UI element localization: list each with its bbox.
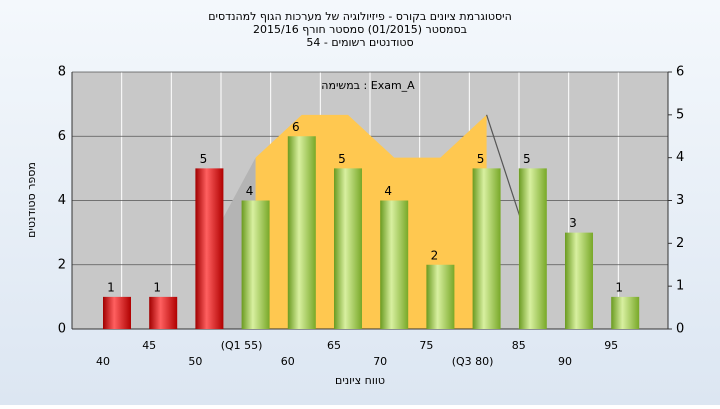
x-tick-label: 50 [188, 355, 202, 368]
x-tick-label: 85 [512, 339, 526, 352]
y2-tick-label: 0 [676, 322, 684, 337]
x-tick-label: (Q1 55) [221, 339, 263, 352]
x-tick-label: 60 [281, 355, 295, 368]
y2-tick-label: 6 [676, 65, 684, 80]
y-tick-label: 4 [58, 193, 66, 208]
y2-tick-label: 2 [676, 236, 684, 251]
value-label: 5 [523, 152, 531, 166]
bar [241, 200, 270, 329]
x-tick-label: (Q3 80) [452, 355, 494, 368]
x-tick-label: 75 [419, 339, 433, 352]
x-tick-label: 45 [142, 339, 156, 352]
chart-subtitle: בסמסטר (01/2015) סמסטר חורף 2015/16 [253, 23, 467, 36]
x-tick-label: 65 [327, 339, 341, 352]
y-tick-label: 6 [58, 129, 66, 144]
y-tick-label: 0 [58, 322, 66, 337]
bar [518, 168, 547, 329]
value-label: 6 [292, 120, 300, 134]
chart-subtitle: 54 - סטודנטים רשומים [306, 36, 413, 49]
bar [380, 200, 409, 329]
bar [565, 232, 593, 329]
value-label: 5 [200, 152, 208, 166]
bar [611, 296, 640, 329]
x-tick-label: 40 [96, 355, 110, 368]
bar [472, 168, 501, 329]
bar [426, 264, 455, 329]
y2-tick-label: 3 [676, 193, 684, 208]
chart-title: היסטוגרמת ציונים בקורס - פיזיולוגיה של מ… [208, 10, 512, 23]
bar [149, 296, 178, 329]
x-tick-label: 90 [558, 355, 572, 368]
bar [195, 168, 224, 329]
value-label: 3 [569, 216, 577, 230]
x-tick-label: 70 [373, 355, 387, 368]
annotation: במשימה : Exam_A [321, 79, 415, 92]
y2-tick-label: 4 [676, 150, 684, 165]
bar [103, 296, 131, 329]
bar [287, 136, 316, 329]
y-tick-label: 8 [58, 65, 66, 80]
x-axis-label: טווח ציונים [335, 374, 385, 387]
y2-tick-label: 5 [676, 107, 684, 122]
value-label: 5 [338, 152, 346, 166]
y-tick-label: 2 [58, 257, 66, 272]
value-label: 1 [153, 280, 161, 294]
value-label: 2 [431, 248, 439, 262]
x-tick-label: 95 [604, 339, 618, 352]
value-label: 4 [384, 184, 392, 198]
bar [334, 168, 362, 329]
y-axis-label: מספר סטודנטים [25, 162, 38, 238]
y2-tick-label: 1 [676, 279, 684, 294]
value-label: 5 [477, 152, 485, 166]
value-label: 1 [107, 280, 115, 294]
value-label: 4 [246, 184, 254, 198]
value-label: 1 [615, 280, 623, 294]
